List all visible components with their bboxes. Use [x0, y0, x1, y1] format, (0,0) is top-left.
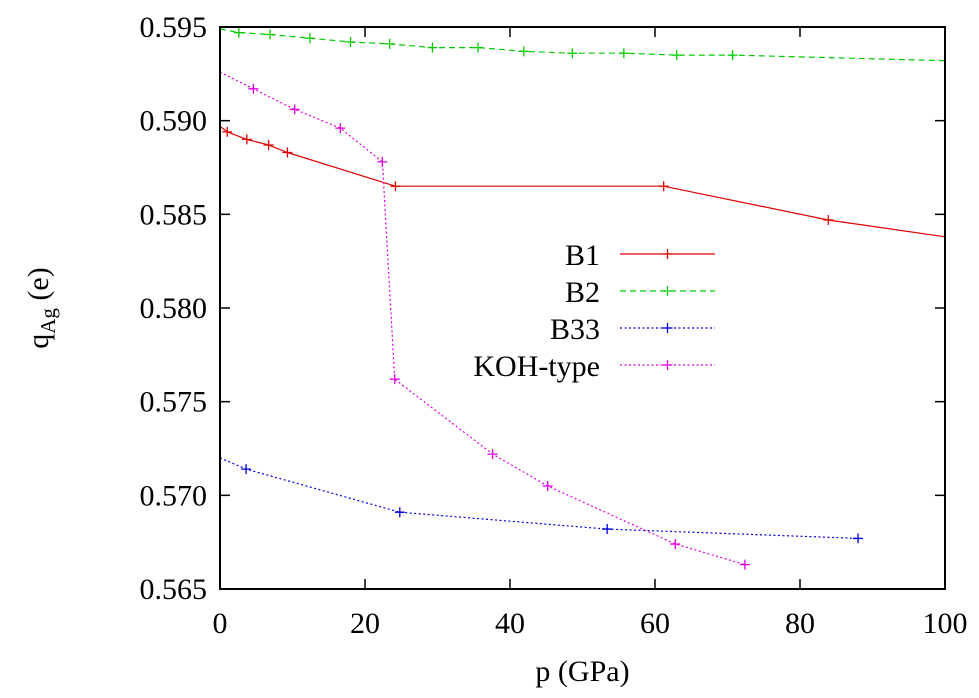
y-tick-label: 0.580	[140, 292, 208, 325]
data-point-b2	[727, 50, 738, 61]
legend-label-b33: B33	[550, 313, 600, 346]
data-point-koh-type	[248, 83, 259, 94]
data-point-b1	[222, 126, 233, 137]
data-point-koh-type	[335, 123, 346, 134]
data-point-b2	[265, 29, 276, 40]
data-point-b2	[671, 50, 682, 61]
data-point-b2	[233, 27, 244, 38]
x-tick-label: 20	[350, 607, 380, 640]
x-tick-label: 100	[923, 607, 968, 640]
data-point-b1	[658, 181, 669, 192]
data-point-koh-type	[377, 156, 388, 167]
x-axis-title: p (GPa)	[535, 655, 629, 688]
legend-label-b1: B1	[565, 239, 600, 272]
legend-marker-b33	[662, 323, 673, 333]
data-point-b2	[518, 46, 529, 57]
y-axis-title-subscript: Ag	[36, 308, 60, 334]
data-point-b33	[602, 524, 613, 535]
data-point-koh-type	[670, 539, 681, 550]
legend-label-b2: B2	[565, 276, 600, 309]
data-point-b1	[282, 147, 293, 158]
data-point-b2	[618, 48, 629, 59]
data-point-b2	[345, 36, 356, 47]
series-b2	[219, 27, 946, 62]
y-tick-label: 0.585	[140, 198, 208, 231]
series-line-b1	[219, 125, 946, 238]
series-line-b33	[219, 457, 859, 539]
data-point-koh-type	[389, 374, 400, 385]
y-axis-title: qAg (e)	[22, 267, 60, 348]
data-point-b1	[241, 134, 252, 145]
y-tick-label: 0.575	[140, 386, 208, 419]
series-line-b2	[219, 28, 946, 62]
data-point-b2	[427, 42, 438, 53]
y-axis-title-main: q	[22, 334, 55, 349]
axis-ticks: 0 20 40 60 80 100 0.565 0.570 0.575 0.580 0.585 0.5…	[140, 11, 968, 640]
y-tick-label: 0.595	[140, 11, 208, 44]
legend: B1 B2 B33 KOH-type	[473, 239, 715, 383]
data-point-b33	[241, 464, 252, 475]
legend-marker-koh-type	[662, 360, 673, 370]
data-point-b33	[853, 533, 863, 544]
x-tick-label: 80	[785, 607, 815, 640]
x-tick-label: 40	[495, 607, 525, 640]
data-point-b2	[567, 48, 578, 59]
series-koh-type	[219, 71, 750, 570]
y-axis-title-unit: (e)	[22, 267, 55, 308]
y-tick-label: 0.565	[140, 573, 208, 606]
data-series	[219, 27, 946, 570]
data-point-koh-type	[487, 449, 498, 460]
data-point-koh-type	[289, 104, 300, 115]
data-point-b2	[473, 42, 484, 53]
legend-marker-b1	[662, 249, 673, 259]
legend-marker-b2	[662, 286, 673, 296]
legend-label-koh-type: KOH-type	[473, 350, 600, 383]
series-b1	[219, 125, 946, 238]
data-point-koh-type	[739, 559, 750, 570]
data-point-b1	[263, 140, 274, 151]
series-b33	[219, 457, 863, 544]
y-tick-label: 0.590	[140, 105, 208, 138]
series-line-koh-type	[219, 71, 746, 566]
data-point-b33	[394, 507, 405, 518]
x-tick-label: 60	[640, 607, 670, 640]
data-point-b2	[304, 33, 315, 44]
x-tick-label: 0	[213, 607, 228, 640]
data-point-b1	[823, 214, 834, 225]
data-point-koh-type	[542, 480, 553, 491]
y-tick-label: 0.570	[140, 479, 208, 512]
data-point-b1	[390, 181, 401, 192]
plot-frame	[219, 26, 946, 590]
data-point-b2	[384, 38, 395, 49]
